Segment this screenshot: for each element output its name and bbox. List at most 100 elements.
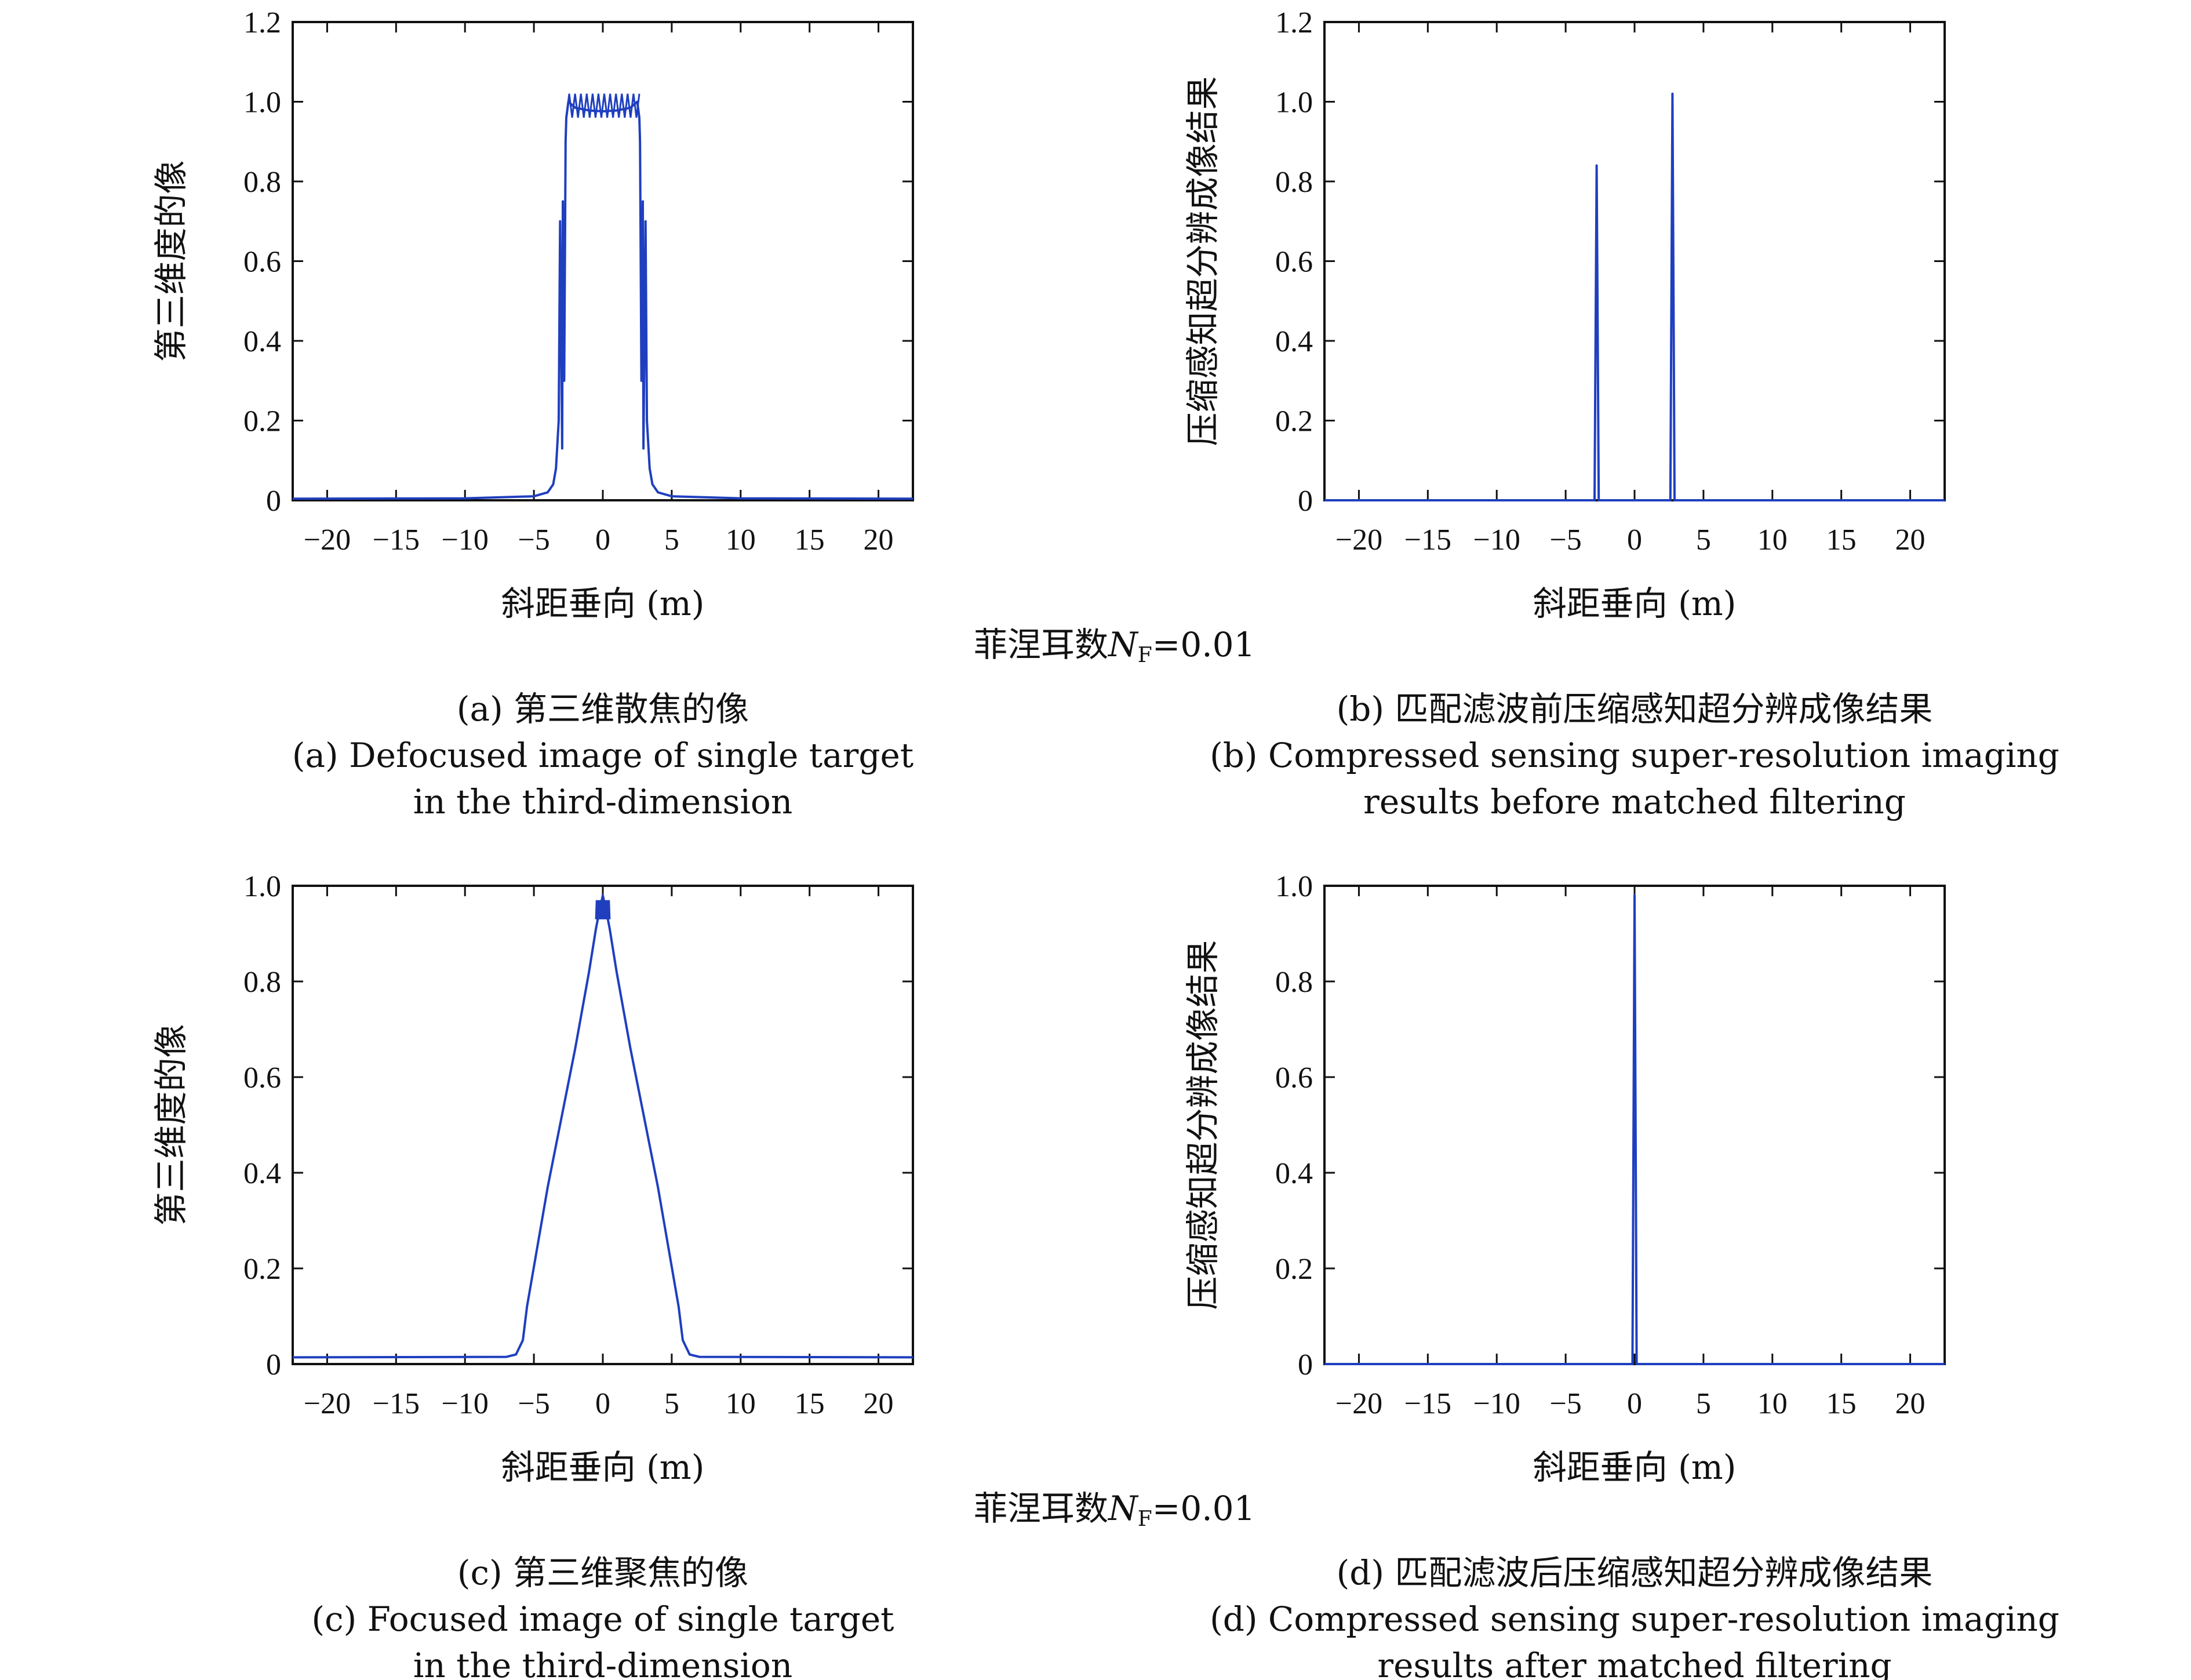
x-tick-label: 0: [595, 1387, 610, 1420]
fresnel-symbol: N: [1107, 1489, 1139, 1528]
y-tick-label: 0: [266, 1348, 281, 1381]
fresnel-symbol: N: [1107, 625, 1139, 664]
y-axis-label: 第三维度的像: [151, 160, 191, 362]
caption-line: results before matched filtering: [1363, 782, 1906, 821]
x-tick-label: 15: [1826, 523, 1857, 557]
fresnel-subscript: F: [1138, 643, 1152, 667]
y-tick-label: 0.8: [243, 166, 281, 199]
series-line: [1324, 894, 1945, 1365]
x-axis-label: 斜距垂向 (m): [501, 1448, 705, 1487]
y-tick-label: 0: [1298, 1348, 1313, 1381]
x-axis-label: 斜距垂向 (m): [1533, 584, 1737, 623]
y-tick-label: 0.4: [243, 1157, 281, 1190]
y-tick-label: 0.8: [1275, 966, 1313, 999]
caption-line: (a) Defocused image of single target: [292, 736, 913, 775]
y-tick-label: 1.0: [243, 86, 281, 119]
x-tick-label: 0: [1627, 523, 1642, 557]
x-tick-label: 0: [595, 523, 610, 557]
y-axis-label: 第三维度的像: [151, 1024, 191, 1226]
y-axis-label: 压缩感知超分辨成像结果: [1183, 76, 1222, 446]
svg-text:菲涅耳数NF=0.01: 菲涅耳数NF=0.01: [974, 625, 1255, 667]
fresnel-label-top: 菲涅耳数NF=0.01: [974, 625, 1255, 667]
x-tick-label: 5: [1696, 1387, 1711, 1420]
caption-line: results after matched filtering: [1377, 1646, 1891, 1680]
y-tick-label: 0.6: [1275, 1061, 1313, 1094]
x-tick-label: −20: [1335, 1387, 1382, 1420]
x-tick-label: 10: [1757, 523, 1788, 557]
y-tick-label: 0.6: [243, 1061, 281, 1094]
fresnel-subscript: F: [1138, 1507, 1152, 1531]
x-tick-label: 0: [1627, 1387, 1642, 1420]
plot-frame: [292, 885, 914, 1365]
x-tick-label: −10: [1473, 523, 1520, 557]
x-tick-label: −15: [373, 523, 420, 557]
x-tick-label: 20: [1895, 1387, 1926, 1420]
y-tick-label: 0.8: [243, 966, 281, 999]
x-tick-label: 10: [726, 523, 756, 557]
caption-line: (b) Compressed sensing super-resolution …: [1210, 736, 2059, 775]
chart-panel-a: 0 0.2 0.4 0.6 0.8 1.0 1.2 −20 −15 −10 −5 0 5 10 15 20 斜距…: [151, 6, 914, 821]
fresnel-prefix: 菲涅耳数: [974, 1489, 1108, 1528]
y-tick-label: 0.4: [243, 325, 281, 358]
series-line: [292, 100, 913, 500]
x-tick-label: −10: [1473, 1387, 1520, 1420]
y-tick-label: 0.4: [1275, 1157, 1313, 1190]
x-tick-label: −20: [1335, 523, 1382, 557]
x-tick-label: −5: [1549, 1387, 1581, 1420]
y-tick-label: 1.2: [243, 6, 281, 39]
x-tick-label: 10: [726, 1387, 756, 1420]
y-axis-label: 压缩感知超分辨成像结果: [1183, 940, 1222, 1310]
series-line: [1324, 92, 1945, 501]
y-tick-label: 0.4: [1275, 325, 1313, 358]
caption-line: (d) 匹配滤波后压缩感知超分辨成像结果: [1337, 1553, 1933, 1592]
plot-frame: [292, 21, 914, 501]
y-tick-label: 0.2: [243, 405, 281, 438]
y-tick-label: 0.6: [1275, 246, 1313, 279]
fresnel-label-bottom: 菲涅耳数NF=0.01: [974, 1489, 1255, 1531]
caption-line: (d) Compressed sensing super-resolution …: [1210, 1599, 2059, 1639]
x-tick-label: 10: [1757, 1387, 1788, 1420]
plot-frame: [1323, 21, 1946, 501]
series-line: [292, 894, 913, 1359]
caption-line: in the third-dimension: [413, 1646, 792, 1680]
x-tick-label: 20: [864, 523, 894, 557]
y-tick-label: 0: [1298, 485, 1313, 518]
fresnel-value: =0.01: [1152, 625, 1255, 664]
x-tick-label: −20: [304, 523, 351, 557]
series-ripple: [565, 93, 640, 118]
fresnel-prefix: 菲涅耳数: [974, 625, 1108, 664]
caption-line: (c) 第三维聚焦的像: [457, 1553, 748, 1592]
chart-panel-c: 0 0.2 0.4 0.6 0.8 1.0 −20 −15 −10 −5 0 5 10 15 20 斜距垂向 …: [151, 870, 914, 1680]
y-tick-label: 1.0: [243, 870, 281, 903]
x-axis-label: 斜距垂向 (m): [501, 584, 705, 623]
y-tick-label: 0.8: [1275, 166, 1313, 199]
y-tick-label: 0: [266, 485, 281, 518]
svg-text:菲涅耳数NF=0.01: 菲涅耳数NF=0.01: [974, 1489, 1255, 1531]
x-tick-label: −20: [304, 1387, 351, 1420]
x-tick-label: 5: [664, 1387, 679, 1420]
y-tick-label: 0.2: [243, 1253, 281, 1286]
x-tick-label: −15: [1404, 1387, 1451, 1420]
caption-line: (b) 匹配滤波前压缩感知超分辨成像结果: [1337, 689, 1933, 729]
y-tick-label: 1.0: [1275, 870, 1313, 903]
caption-line: (c) Focused image of single target: [312, 1599, 894, 1639]
fresnel-value: =0.01: [1152, 1489, 1255, 1528]
x-tick-label: 20: [1895, 523, 1926, 557]
caption-line: in the third-dimension: [413, 782, 792, 821]
caption-line: (a) 第三维散焦的像: [457, 689, 749, 729]
x-tick-label: 5: [1696, 523, 1711, 557]
x-tick-label: −5: [518, 1387, 549, 1420]
x-tick-label: 15: [795, 523, 825, 557]
y-tick-label: 1.0: [1275, 86, 1313, 119]
x-tick-label: 5: [664, 523, 679, 557]
x-axis-label: 斜距垂向 (m): [1533, 1448, 1737, 1487]
y-tick-label: 1.2: [1275, 6, 1313, 39]
chart-panel-d: 0 0.2 0.4 0.6 0.8 1.0 −20 −15 −10 −5 0 5 10 15 20 斜距垂向 …: [1183, 870, 2059, 1680]
y-tick-label: 0.2: [1275, 1253, 1313, 1286]
x-tick-label: 15: [795, 1387, 825, 1420]
x-tick-label: 20: [864, 1387, 894, 1420]
x-tick-label: −10: [442, 523, 489, 557]
y-tick-label: 0.6: [243, 246, 281, 279]
x-tick-label: −10: [442, 1387, 489, 1420]
